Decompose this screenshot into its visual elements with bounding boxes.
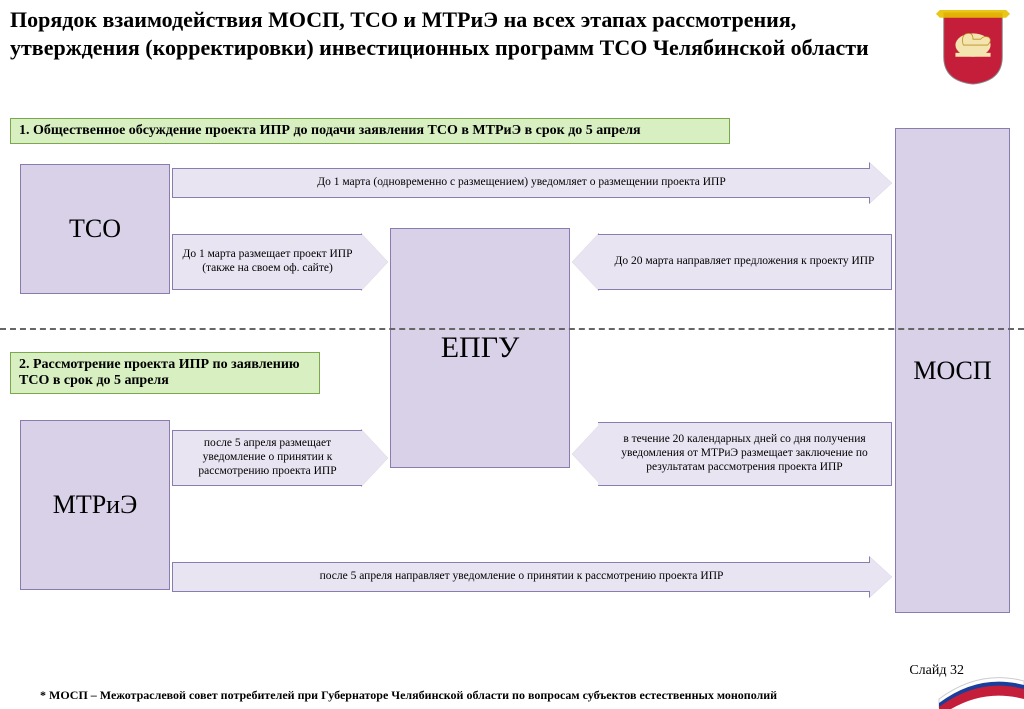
footnote: * МОСП – Межотраслевой совет потребителе…: [40, 688, 777, 703]
arrow-mosp-to-epgu-conclusion: в течение 20 календарных дней со дня пол…: [572, 422, 892, 486]
node-mosp: МОСП: [895, 128, 1010, 613]
step1-banner: 1. Общественное обсуждение проекта ИПР д…: [10, 118, 730, 144]
arrow-mosp-to-epgu-proposals: До 20 марта направляет предложения к про…: [572, 234, 892, 290]
arrow-tco-to-epgu-post: До 1 марта размещает проект ИПР (также н…: [172, 234, 388, 290]
arrow-a2-label: До 1 марта размещает проект ИПР (также н…: [179, 248, 356, 276]
arrow-a4-label: после 5 апреля размещает уведомление о п…: [179, 437, 356, 478]
arrow-tco-to-mosp-notify: До 1 марта (одновременно с размещением) …: [172, 168, 892, 198]
node-epgu: ЕПГУ: [390, 228, 570, 468]
phase-divider: [0, 328, 1024, 330]
node-tco: ТСО: [20, 164, 170, 294]
arrow-mtrie-to-mosp-notify: после 5 апреля направляет уведомление о …: [172, 562, 892, 592]
arrow-mtrie-to-epgu-accept: после 5 апреля размещает уведомление о п…: [172, 430, 388, 486]
russia-flag-swoosh-icon: [934, 659, 1024, 709]
node-mosp-label: МОСП: [913, 356, 991, 386]
page-title: Порядок взаимодействия МОСП, ТСО и МТРиЭ…: [10, 6, 910, 61]
arrow-a1-label: До 1 марта (одновременно с размещением) …: [317, 176, 725, 190]
node-epgu-label: ЕПГУ: [441, 331, 520, 365]
node-mtrie: МТРиЭ: [20, 420, 170, 590]
step2-banner: 2. Рассмотрение проекта ИПР по заявлению…: [10, 352, 320, 394]
arrow-a6-label: после 5 апреля направляет уведомление о …: [320, 570, 724, 584]
region-emblem-icon: [934, 8, 1012, 86]
arrow-a5-label: в течение 20 календарных дней со дня пол…: [604, 433, 885, 474]
arrow-a3-label: До 20 марта направляет предложения к про…: [615, 255, 875, 269]
node-tco-label: ТСО: [69, 214, 121, 244]
node-mtrie-label: МТРиЭ: [53, 490, 138, 520]
